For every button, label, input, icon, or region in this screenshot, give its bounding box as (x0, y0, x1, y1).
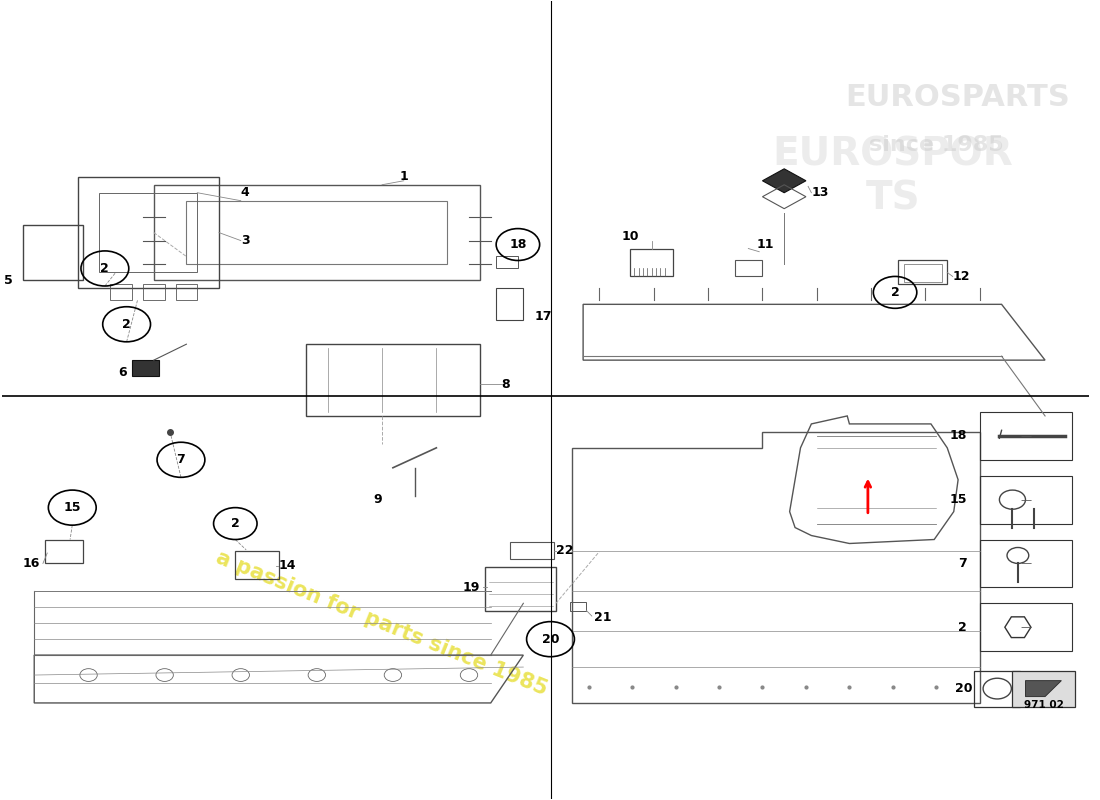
Text: —: — (1021, 494, 1032, 505)
Bar (45, 539, 84, 563)
Text: 7: 7 (958, 557, 967, 570)
Polygon shape (762, 169, 806, 193)
Text: 15: 15 (64, 501, 81, 514)
Text: 1: 1 (399, 170, 408, 183)
Text: 22: 22 (556, 544, 573, 557)
Bar (980, 539, 1072, 587)
Bar (23, 225, 84, 281)
Text: 13: 13 (812, 186, 828, 199)
Text: —: — (1021, 431, 1032, 441)
Text: a passion for parts since 1985: a passion for parts since 1985 (213, 547, 551, 699)
Bar (510, 542, 553, 559)
Bar (143, 285, 165, 300)
Text: 12: 12 (953, 270, 970, 283)
Text: 15: 15 (949, 493, 967, 506)
Bar (899, 261, 947, 285)
Bar (975, 671, 1020, 707)
Bar (235, 551, 278, 579)
Text: 18: 18 (949, 430, 967, 442)
Bar (904, 265, 942, 282)
Text: 11: 11 (757, 238, 774, 251)
Text: EUROSPARTS: EUROSPARTS (846, 82, 1070, 111)
Text: 2: 2 (891, 286, 900, 299)
Polygon shape (1025, 681, 1062, 697)
Bar (485, 567, 556, 611)
Text: 9: 9 (373, 493, 382, 506)
Text: 2: 2 (231, 517, 240, 530)
Bar (132, 360, 160, 376)
Text: 10: 10 (621, 230, 639, 243)
Text: 3: 3 (241, 234, 250, 247)
Bar (176, 285, 197, 300)
Bar (496, 257, 518, 269)
Text: 21: 21 (594, 611, 612, 624)
Text: —: — (1021, 622, 1032, 632)
Bar (1012, 671, 1076, 707)
Text: 17: 17 (535, 310, 552, 322)
Text: 5: 5 (3, 274, 12, 287)
Text: —: — (1021, 558, 1032, 569)
Text: 20: 20 (542, 633, 559, 646)
Text: 2: 2 (122, 318, 131, 330)
Text: 20: 20 (955, 682, 972, 695)
Bar (496, 288, 524, 320)
Text: 2: 2 (100, 262, 109, 275)
Bar (630, 249, 673, 277)
Text: 2: 2 (958, 621, 967, 634)
Text: EUROSPOR
TS: EUROSPOR TS (772, 136, 1013, 218)
Bar (570, 602, 586, 611)
Text: 971 02: 971 02 (1024, 699, 1064, 710)
Bar (980, 412, 1072, 460)
Text: 6: 6 (118, 366, 127, 378)
Text: 14: 14 (278, 559, 296, 572)
Text: 19: 19 (462, 581, 480, 594)
Bar (980, 476, 1072, 523)
Text: since 1985: since 1985 (869, 135, 1003, 155)
Text: 7: 7 (177, 454, 185, 466)
Text: 16: 16 (22, 557, 40, 570)
Bar (980, 603, 1072, 651)
Text: 8: 8 (502, 378, 510, 390)
Bar (110, 285, 132, 300)
Bar (735, 261, 762, 277)
Text: 18: 18 (509, 238, 527, 251)
Text: 4: 4 (241, 186, 250, 199)
